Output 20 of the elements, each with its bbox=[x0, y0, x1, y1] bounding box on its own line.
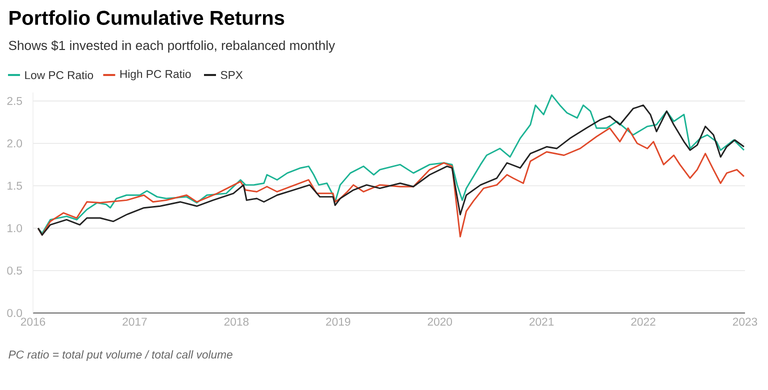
y-tick-label: 0.0 bbox=[7, 308, 22, 318]
chart-subtitle: Shows $1 invested in each portfolio, rebalanced monthly bbox=[8, 40, 336, 53]
x-tick-label: 2017 bbox=[122, 318, 147, 326]
legend-label: SPX bbox=[220, 70, 243, 80]
legend-label: High PC Ratio bbox=[120, 70, 191, 80]
x-tick-label: 2023 bbox=[732, 318, 758, 326]
chart-title: Portfolio Cumulative Returns bbox=[10, 10, 284, 25]
y-tick-label: 0.5 bbox=[7, 266, 22, 275]
text: PC ratio = total put volume / total call volume bbox=[8, 350, 232, 361]
x-tick-label: 2021 bbox=[530, 318, 554, 326]
x-tick-label: 2019 bbox=[326, 318, 350, 326]
x-tick-label: 2020 bbox=[428, 318, 452, 326]
y-tick-label: 2.0 bbox=[7, 139, 22, 148]
x-tick-label: 2022 bbox=[631, 318, 656, 326]
x-tick-label: 2018 bbox=[224, 318, 249, 326]
y-tick-label: 1.5 bbox=[8, 182, 22, 190]
x-tick-label: 2016 bbox=[20, 318, 46, 326]
legend-label: Low PC Ratio bbox=[25, 70, 94, 80]
y-tick-label: 1.0 bbox=[8, 224, 22, 232]
y-tick-label: 2.5 bbox=[7, 96, 22, 105]
